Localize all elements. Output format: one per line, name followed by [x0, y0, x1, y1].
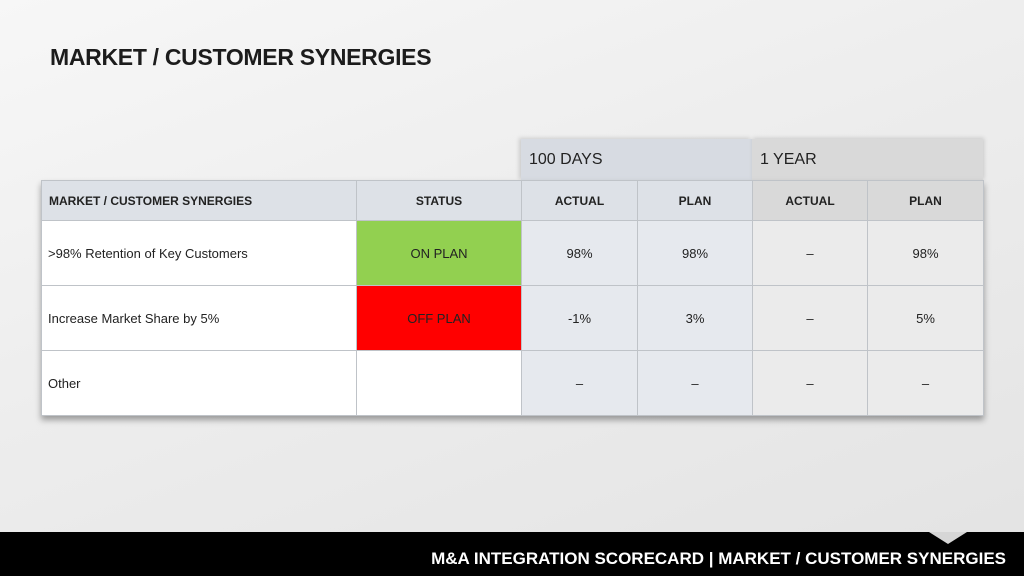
status-badge: ON PLAN: [356, 220, 522, 286]
plan-100-days-cell: 3%: [637, 285, 753, 351]
header-plan-100-days: PLAN: [637, 180, 753, 221]
actual-1-year-cell: –: [752, 350, 868, 416]
plan-1-year-cell: –: [867, 350, 984, 416]
scorecard-table: MARKET / CUSTOMER SYNERGIES STATUS ACTUA…: [41, 180, 984, 416]
footer-text: M&A INTEGRATION SCORECARD | MARKET / CUS…: [431, 549, 1006, 568]
plan-100-days-cell: –: [637, 350, 753, 416]
plan-1-year-cell: 5%: [867, 285, 984, 351]
row-name: Other: [41, 350, 357, 416]
group-header-100-days: 100 DAYS: [521, 139, 752, 180]
header-name: MARKET / CUSTOMER SYNERGIES: [41, 180, 357, 221]
row-name: Increase Market Share by 5%: [41, 285, 357, 351]
header-status: STATUS: [356, 180, 522, 221]
actual-1-year-cell: –: [752, 285, 868, 351]
footer-notch: [929, 532, 967, 544]
header-actual-1-year: ACTUAL: [752, 180, 868, 221]
actual-1-year-cell: –: [752, 220, 868, 286]
status-badge: OFF PLAN: [356, 285, 522, 351]
plan-100-days-cell: 98%: [637, 220, 753, 286]
row-name: >98% Retention of Key Customers: [41, 220, 357, 286]
plan-1-year-cell: 98%: [867, 220, 984, 286]
page-title: MARKET / CUSTOMER SYNERGIES: [50, 44, 432, 70]
status-badge: [356, 350, 522, 416]
group-header-1-year: 1 YEAR: [752, 139, 983, 180]
actual-100-days-cell: 98%: [521, 220, 638, 286]
actual-100-days-cell: –: [521, 350, 638, 416]
table-row: >98% Retention of Key Customers ON PLAN …: [41, 220, 984, 286]
actual-100-days-cell: -1%: [521, 285, 638, 351]
footer-bar: [0, 532, 1024, 576]
header-actual-100-days: ACTUAL: [521, 180, 638, 221]
table-header-row: MARKET / CUSTOMER SYNERGIES STATUS ACTUA…: [41, 180, 984, 221]
table-row: Other – – – –: [41, 350, 984, 416]
table-row: Increase Market Share by 5% OFF PLAN -1%…: [41, 285, 984, 351]
header-plan-1-year: PLAN: [867, 180, 984, 221]
